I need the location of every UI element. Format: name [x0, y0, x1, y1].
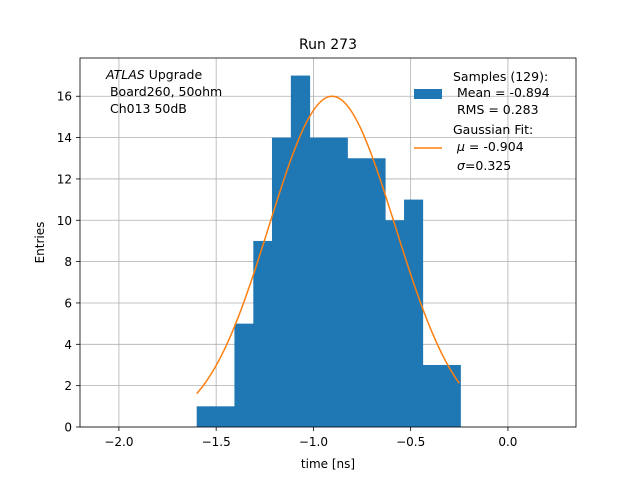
legend-sigma-symbol: σ	[457, 158, 466, 173]
y-tick-label: 16	[57, 90, 72, 104]
experiment-annotation: ATLAS Upgrade Board260, 50ohm Ch013 50dB	[105, 67, 222, 116]
chart-title: Run 273	[299, 37, 357, 53]
y-tick-label: 4	[64, 338, 72, 352]
legend-fit-title: Gaussian Fit:	[453, 122, 533, 137]
y-axis-label: Entries	[33, 222, 47, 264]
y-axis-ticks: 0 2 4 6 8 10 12 14 16	[57, 90, 80, 435]
y-tick-label: 8	[64, 255, 72, 269]
legend-sigma-value: =0.325	[465, 158, 511, 173]
y-tick-label: 10	[57, 214, 72, 228]
gaussian-fit-curve	[196, 95, 460, 395]
histogram-bar	[215, 406, 235, 427]
y-tick-label: 12	[57, 172, 72, 186]
legend-histogram-swatch	[414, 89, 442, 99]
annotation-atlas: ATLAS	[105, 67, 145, 82]
x-tick-label: −1.5	[202, 435, 231, 449]
y-tick-label: 14	[57, 131, 72, 145]
legend-fit-sigma: σ=0.325	[457, 158, 511, 173]
annotation-line-2: Board260, 50ohm	[106, 84, 222, 99]
annotation-line-1: ATLAS Upgrade	[105, 67, 202, 82]
histogram-bar	[404, 199, 424, 427]
annotation-line-3: Ch013 50dB	[106, 101, 187, 116]
x-axis-label: time [ns]	[301, 457, 355, 471]
histogram-bar	[290, 75, 311, 428]
annotation-upgrade: Upgrade	[145, 67, 203, 82]
legend-mu-value: = -0.904	[465, 139, 524, 154]
legend-histogram-mean: Mean = -0.894	[453, 85, 550, 100]
histogram-bar	[234, 323, 254, 427]
x-tick-label: −2.0	[104, 435, 133, 449]
histogram-bar	[328, 137, 348, 427]
y-tick-label: 2	[64, 379, 72, 393]
histogram-bar	[385, 220, 405, 427]
histogram-bar	[422, 364, 442, 427]
histogram-bar	[347, 158, 367, 427]
legend: Samples (129): Mean = -0.894 RMS = 0.283…	[414, 69, 550, 173]
histogram-bars	[196, 75, 461, 428]
y-tick-label: 0	[64, 421, 72, 435]
x-tick-label: 0.0	[498, 435, 517, 449]
legend-mu-symbol: μ	[456, 139, 465, 154]
histogram-bar	[366, 158, 386, 427]
x-tick-label: −1.0	[299, 435, 328, 449]
x-axis-ticks: −2.0 −1.5 −1.0 −0.5 0.0	[104, 427, 517, 449]
histogram-bar	[196, 406, 216, 427]
legend-fit-mu: μ = -0.904	[456, 139, 524, 154]
y-tick-label: 6	[64, 296, 72, 310]
x-tick-label: −0.5	[396, 435, 425, 449]
plot-area-frame	[79, 57, 577, 428]
histogram-bar	[441, 364, 461, 427]
legend-histogram-rms: RMS = 0.283	[453, 102, 539, 117]
histogram-bar	[309, 137, 329, 427]
legend-histogram-title: Samples (129):	[453, 69, 548, 84]
histogram-bar	[253, 240, 273, 427]
histogram-bar	[271, 137, 292, 427]
